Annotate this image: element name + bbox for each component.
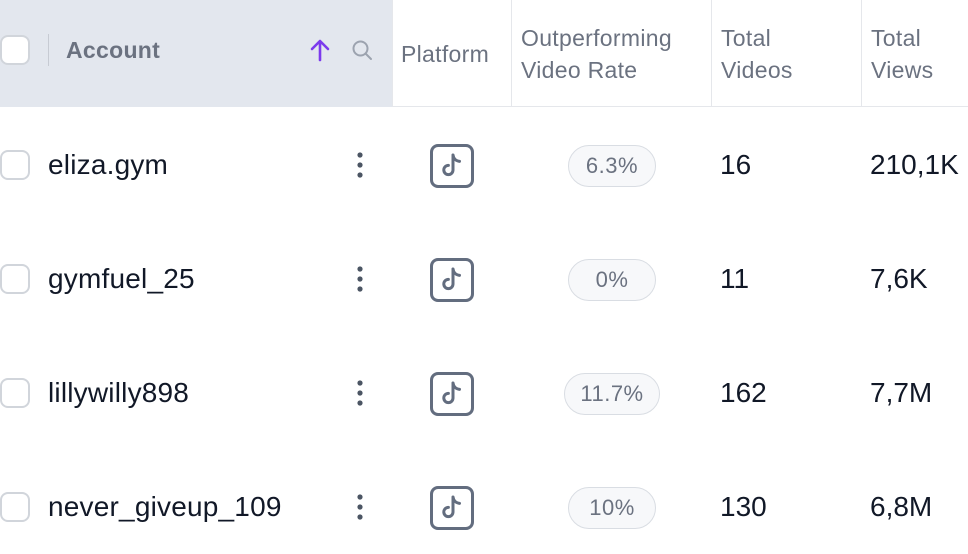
- row-checkbox[interactable]: [0, 378, 30, 408]
- total-videos-value: 11: [720, 263, 750, 294]
- account-column-header[interactable]: Account: [0, 0, 392, 107]
- search-icon[interactable]: [350, 38, 374, 62]
- outperforming-rate-badge: 6.3%: [568, 145, 656, 187]
- kebab-menu-icon[interactable]: [348, 492, 372, 522]
- row-checkbox[interactable]: [0, 492, 30, 522]
- tiktok-icon: [430, 486, 474, 530]
- videos-header-label: Total Videos: [721, 24, 793, 83]
- table-row[interactable]: never_giveup_109 10% 130 6,8M: [0, 450, 968, 554]
- views-header-label: Total Views: [871, 24, 934, 83]
- rate-header-label: Outperforming Video Rate: [521, 24, 672, 83]
- total-views-value: 210,1K: [870, 149, 959, 180]
- account-name[interactable]: never_giveup_109: [48, 491, 282, 522]
- table-row[interactable]: gymfuel_25 0% 11 7,6K: [0, 222, 968, 336]
- platform-header-label: Platform: [401, 40, 490, 67]
- outperforming-rate-column-header[interactable]: Outperforming Video Rate: [511, 0, 711, 107]
- tiktok-icon: [430, 144, 474, 188]
- platform-column-header[interactable]: Platform: [392, 0, 511, 107]
- table-row[interactable]: lillywilly898 11.7% 162 7,7M: [0, 336, 968, 450]
- total-views-value: 7,7M: [870, 377, 933, 408]
- total-videos-value: 130: [720, 491, 767, 522]
- total-videos-value: 16: [720, 149, 752, 180]
- account-name[interactable]: eliza.gym: [48, 149, 169, 180]
- total-views-value: 6,8M: [870, 491, 933, 522]
- account-name[interactable]: lillywilly898: [48, 377, 190, 408]
- tiktok-icon: [430, 372, 474, 416]
- outperforming-rate-badge: 0%: [568, 259, 656, 301]
- row-checkbox[interactable]: [0, 264, 30, 294]
- account-header-label: Account: [66, 37, 161, 63]
- kebab-menu-icon[interactable]: [348, 264, 372, 294]
- tiktok-icon: [430, 258, 474, 302]
- arrow-up-icon[interactable]: [306, 36, 334, 64]
- account-name[interactable]: gymfuel_25: [48, 263, 195, 294]
- outperforming-rate-badge: 11.7%: [564, 373, 660, 415]
- row-checkbox[interactable]: [0, 150, 30, 180]
- table-header: Account Platform Outperforming Video Rat…: [0, 0, 968, 107]
- total-videos-value: 162: [720, 377, 767, 408]
- select-all-checkbox[interactable]: [0, 35, 30, 65]
- kebab-menu-icon[interactable]: [348, 378, 372, 408]
- total-videos-column-header[interactable]: Total Videos: [711, 0, 861, 107]
- table-row[interactable]: eliza.gym 6.3% 16 210,1K: [0, 108, 968, 222]
- outperforming-rate-badge: 10%: [568, 487, 656, 529]
- total-views-column-header[interactable]: Total Views: [861, 0, 968, 107]
- header-divider: [48, 34, 49, 66]
- kebab-menu-icon[interactable]: [348, 150, 372, 180]
- total-views-value: 7,6K: [870, 263, 928, 294]
